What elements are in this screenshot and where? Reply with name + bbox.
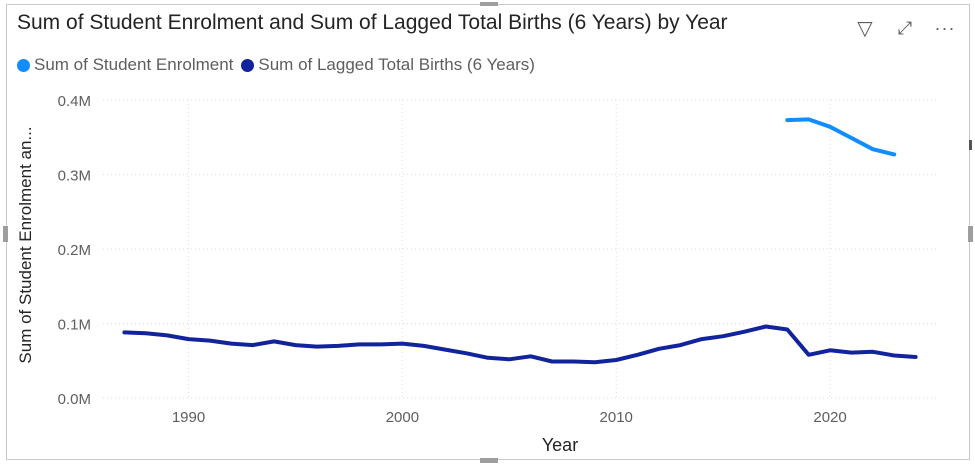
- resize-handle-top[interactable]: [480, 2, 498, 6]
- y-tick-label: 0.3M: [58, 168, 91, 185]
- chart-title: Sum of Student Enrolment and Sum of Lagg…: [17, 11, 728, 34]
- series-line-births: [122, 324, 918, 365]
- y-tick-label: 0.2M: [58, 242, 91, 259]
- y-axis-title: Sum of Student Enrolment an...: [16, 126, 35, 363]
- resize-handle-bottom[interactable]: [480, 458, 498, 463]
- x-tick-label: 2010: [600, 409, 633, 426]
- legend-dot-births: [241, 58, 255, 72]
- legend-item-enrolment[interactable]: Sum of Student Enrolment: [17, 55, 233, 75]
- series-line-enrolment: [785, 117, 897, 157]
- more-options-icon[interactable]: ···: [934, 17, 956, 38]
- edge-marker-top-right: [969, 140, 972, 150]
- legend: Sum of Student Enrolment Sum of Lagged T…: [17, 55, 535, 75]
- focus-mode-icon[interactable]: ⤢: [897, 17, 913, 38]
- y-tick-label: 0.1M: [58, 317, 91, 334]
- resize-handle-left[interactable]: [3, 226, 8, 242]
- x-axis-title: Year: [542, 435, 578, 455]
- legend-label-enrolment: Sum of Student Enrolment: [34, 55, 234, 74]
- chart-visual[interactable]: Sum of Student Enrolment and Sum of Lagg…: [6, 4, 970, 460]
- legend-item-births[interactable]: Sum of Lagged Total Births (6 Years): [241, 55, 535, 75]
- plot-area: 0.0M 0.1M 0.2M 0.3M 0.4M 1990 2000 2010 2020 Year…: [16, 93, 937, 455]
- resize-handle-right[interactable]: [968, 226, 973, 242]
- y-tick-label: 0.0M: [58, 391, 91, 408]
- visual-header-icons: ▽ ⤢ ···: [853, 17, 957, 40]
- filter-icon[interactable]: ▽: [857, 17, 873, 40]
- y-tick-label: 0.4M: [58, 93, 91, 110]
- x-tick-label: 2000: [386, 409, 419, 426]
- legend-dot-enrolment: [17, 58, 30, 72]
- x-tick-label: 2020: [813, 409, 846, 426]
- x-tick-label: 1990: [172, 409, 205, 426]
- legend-label-births: Sum of Lagged Total Births (6 Years): [258, 55, 535, 74]
